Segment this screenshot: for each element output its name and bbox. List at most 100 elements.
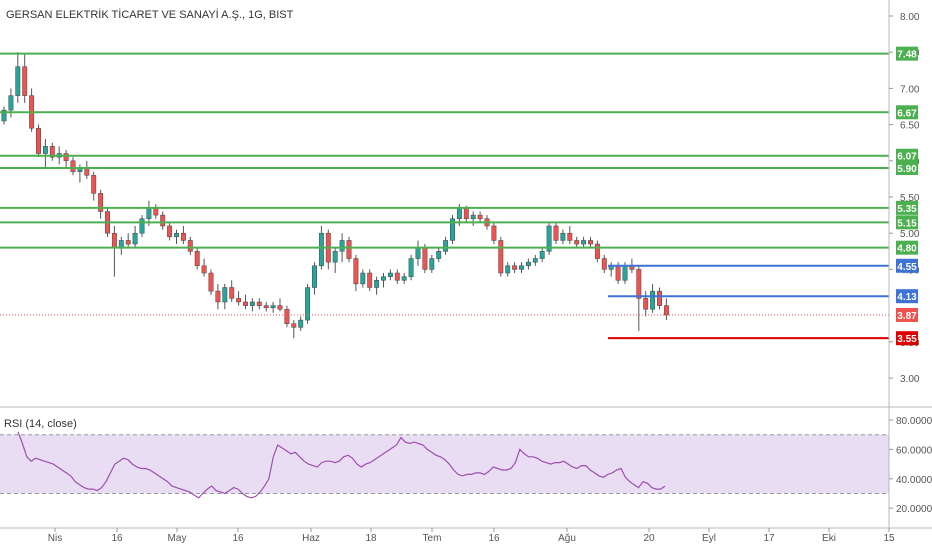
candle[interactable] [498, 236, 504, 277]
candle[interactable] [249, 298, 255, 312]
candle[interactable] [581, 236, 587, 248]
candle[interactable] [91, 171, 97, 201]
candle[interactable] [470, 211, 476, 226]
candle-body [532, 258, 538, 263]
price-tick-label: 7.00 [900, 84, 920, 95]
candle-body [588, 240, 593, 245]
candle[interactable] [657, 287, 662, 310]
candle[interactable] [229, 280, 235, 302]
candle[interactable] [284, 305, 290, 328]
candle[interactable] [636, 265, 642, 331]
candle[interactable] [42, 139, 48, 169]
candle[interactable] [277, 298, 283, 312]
candle[interactable] [22, 53, 28, 103]
candle-body [360, 272, 366, 285]
candle[interactable] [512, 262, 518, 274]
candle-body [491, 225, 497, 241]
candle[interactable] [180, 225, 186, 245]
candle[interactable] [553, 222, 559, 245]
candle[interactable] [588, 236, 593, 248]
candle[interactable] [36, 124, 41, 158]
candle[interactable] [525, 258, 531, 270]
rsi-band [0, 434, 889, 494]
candle[interactable] [236, 291, 242, 306]
candle-body [139, 218, 145, 234]
candle[interactable] [208, 269, 214, 295]
candle[interactable] [574, 236, 580, 248]
candle[interactable] [360, 269, 366, 288]
candle-body [463, 207, 469, 219]
candle[interactable] [539, 247, 545, 263]
candle[interactable] [70, 157, 76, 176]
candle[interactable] [49, 142, 55, 161]
candle[interactable] [374, 276, 380, 295]
candle[interactable] [491, 222, 497, 245]
candle[interactable] [201, 258, 207, 277]
candle[interactable] [291, 320, 297, 339]
candle[interactable] [187, 236, 193, 255]
candle[interactable] [532, 254, 538, 266]
candle[interactable] [601, 254, 607, 274]
candle[interactable] [270, 301, 276, 313]
candle[interactable] [332, 247, 338, 274]
candle[interactable] [160, 211, 166, 230]
candle-body [622, 265, 628, 281]
candle[interactable] [401, 273, 407, 284]
price-tick-label: 5.50 [900, 193, 920, 204]
level-label: 4.55 [897, 262, 917, 273]
candle-body [153, 207, 159, 216]
candle-body [160, 214, 166, 227]
candle[interactable] [560, 229, 566, 245]
candle[interactable] [1, 106, 7, 125]
candle[interactable] [408, 254, 414, 281]
rsi-line[interactable] [17, 431, 666, 499]
candle-body [194, 251, 200, 267]
candle[interactable] [174, 229, 179, 245]
candle[interactable] [346, 236, 352, 263]
candle[interactable] [194, 247, 200, 270]
candle[interactable] [450, 215, 455, 245]
chart-title: GERSAN ELEKTRİK TİCARET VE SANAYİ A.Ş., … [6, 9, 294, 21]
candle[interactable] [353, 254, 359, 292]
candle-body [8, 95, 14, 111]
candle[interactable] [167, 222, 173, 241]
candle-body [387, 272, 393, 277]
candle[interactable] [63, 149, 69, 169]
candle[interactable] [594, 240, 600, 263]
candle[interactable] [436, 247, 442, 263]
candle-body [450, 218, 455, 241]
candle[interactable] [215, 283, 221, 310]
candle[interactable] [477, 211, 483, 223]
candle[interactable] [519, 262, 524, 274]
price-tick-label: 5.00 [900, 229, 920, 240]
price-pane[interactable] [0, 52, 889, 340]
candle[interactable] [98, 189, 104, 219]
candle[interactable] [394, 269, 400, 284]
candle[interactable] [139, 215, 145, 237]
candle[interactable] [125, 233, 131, 248]
level-tag [896, 105, 918, 120]
candle[interactable] [256, 298, 262, 310]
candle[interactable] [222, 283, 228, 310]
candle[interactable] [298, 316, 304, 331]
candle[interactable] [381, 273, 386, 288]
candle[interactable] [312, 262, 317, 295]
candle[interactable] [429, 254, 435, 274]
rsi-pane[interactable] [0, 431, 889, 499]
candle[interactable] [367, 269, 373, 292]
candle[interactable] [443, 236, 449, 255]
candle-body [174, 232, 179, 238]
candle-body [63, 153, 69, 162]
candle[interactable] [567, 225, 573, 245]
candle[interactable] [263, 301, 269, 312]
candle[interactable] [505, 262, 511, 277]
candle[interactable] [305, 283, 311, 324]
price-tick-label: 8.00 [900, 12, 920, 23]
candle[interactable] [387, 269, 393, 281]
candle[interactable] [132, 225, 138, 248]
candle[interactable] [650, 283, 656, 313]
candle[interactable] [546, 222, 552, 255]
candle[interactable] [243, 294, 248, 310]
candle[interactable] [15, 52, 21, 103]
